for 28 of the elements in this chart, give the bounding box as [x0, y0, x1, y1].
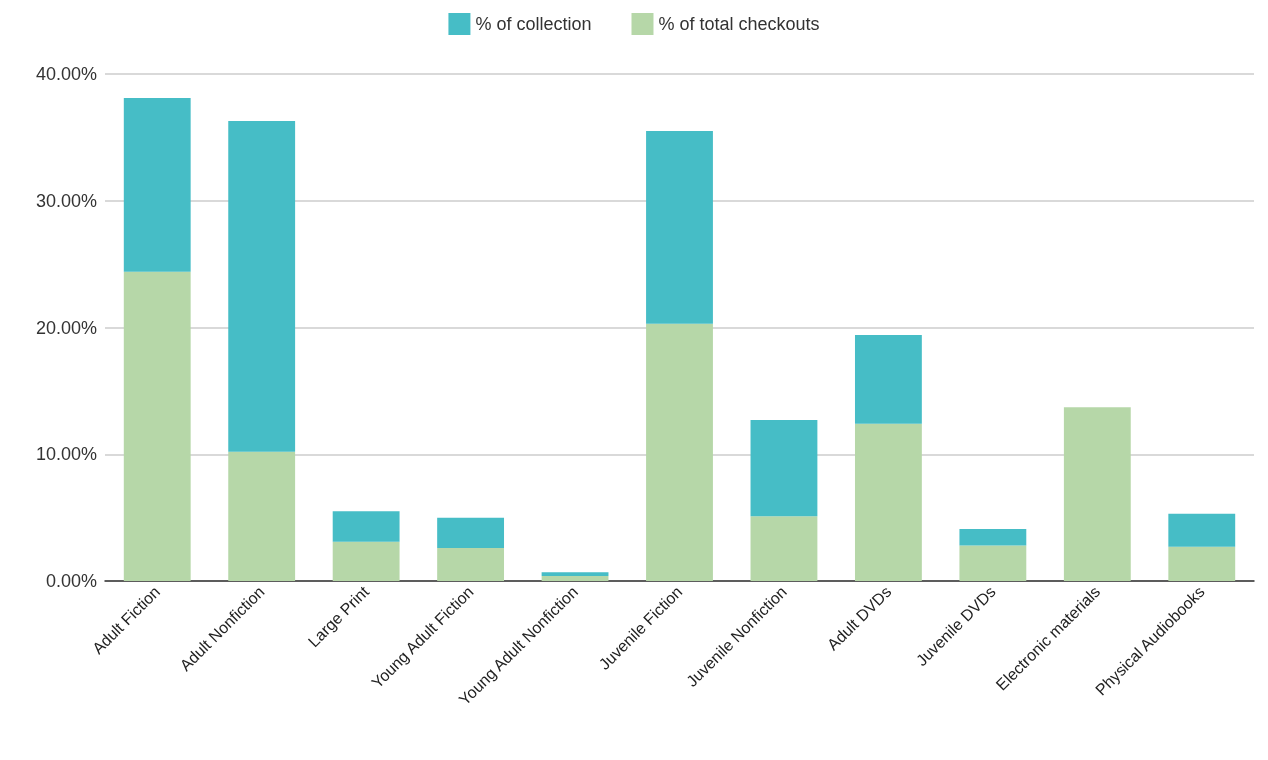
y-tick-label: 10.00%	[35, 444, 97, 465]
bar	[123, 271, 191, 581]
bar	[437, 548, 505, 581]
bar	[437, 517, 505, 549]
bar	[854, 335, 922, 424]
bar	[1168, 513, 1236, 547]
bar	[854, 423, 922, 581]
bar	[959, 529, 1027, 546]
bar	[123, 98, 191, 272]
bar	[228, 451, 296, 581]
bar	[541, 575, 609, 581]
y-tick-label: 30.00%	[35, 190, 97, 211]
bar	[750, 516, 818, 581]
bar	[959, 545, 1027, 581]
y-tick-label: 0.00%	[45, 571, 97, 591]
bar	[1168, 546, 1236, 581]
bar	[332, 511, 400, 542]
y-tick-label: 40.00%	[35, 64, 97, 84]
bar	[228, 120, 296, 452]
bar	[332, 541, 400, 581]
legend-label: % of total checkouts	[658, 14, 820, 34]
bar	[750, 420, 818, 517]
bar	[1063, 407, 1131, 581]
bar	[541, 572, 609, 576]
bar	[646, 323, 713, 581]
y-tick-label: 20.00%	[35, 317, 97, 338]
legend-label: % of collection	[475, 14, 592, 34]
bar	[646, 131, 713, 324]
